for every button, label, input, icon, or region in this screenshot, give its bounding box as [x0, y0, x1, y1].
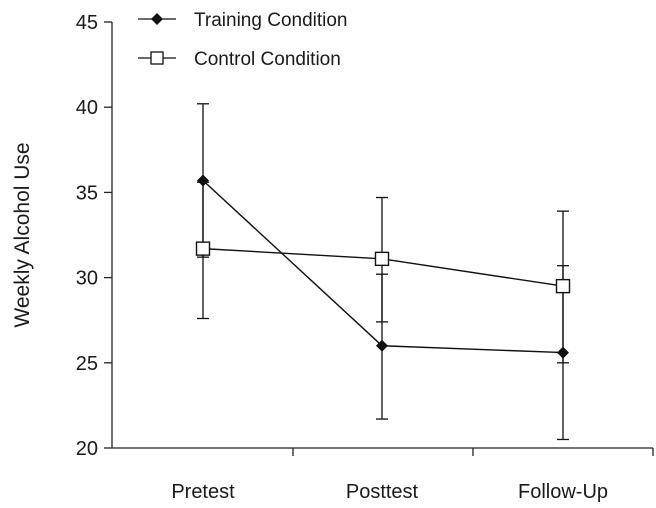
x-tick-label: Pretest	[171, 481, 235, 503]
y-tick-label: 35	[76, 182, 98, 204]
data-point-training	[557, 346, 569, 359]
x-ticks: Pretest Posttest Follow-Up	[171, 448, 654, 503]
axes: 20 25 30 35 40 45 Pretest Posttest Follow-Up We…	[11, 12, 654, 503]
y-tick-label: 20	[76, 438, 98, 460]
series-markers	[195, 174, 571, 359]
data-point-control	[195, 241, 211, 256]
legend-entry-training: Training Condition	[138, 10, 348, 31]
data-point-control	[555, 278, 571, 294]
series-lines	[202, 179, 564, 354]
x-tick-label: Follow-Up	[518, 481, 608, 503]
legend-label-control: Control Condition	[194, 49, 341, 70]
legend-entry-control: Control Condition	[138, 49, 341, 70]
y-tick-label: 25	[76, 353, 98, 375]
y-tick-label: 30	[76, 268, 98, 290]
series-line-training	[202, 179, 564, 354]
legend-marker-training-diamond-icon	[151, 13, 163, 25]
y-ticks: 20 25 30 35 40 45	[76, 12, 112, 460]
data-point-training	[197, 174, 209, 187]
legend-label-training: Training Condition	[194, 10, 348, 31]
legend: Training Condition Control Condition	[138, 10, 348, 70]
error-bars	[197, 103, 569, 441]
legend-marker-control-square-icon	[150, 51, 164, 65]
y-tick-label: 40	[76, 97, 98, 119]
y-tick-label: 45	[76, 12, 98, 34]
data-point-training	[376, 339, 388, 352]
data-point-control	[374, 251, 390, 267]
x-tick-label: Posttest	[346, 481, 419, 503]
y-axis-title: Weekly Alcohol Use	[11, 142, 34, 327]
